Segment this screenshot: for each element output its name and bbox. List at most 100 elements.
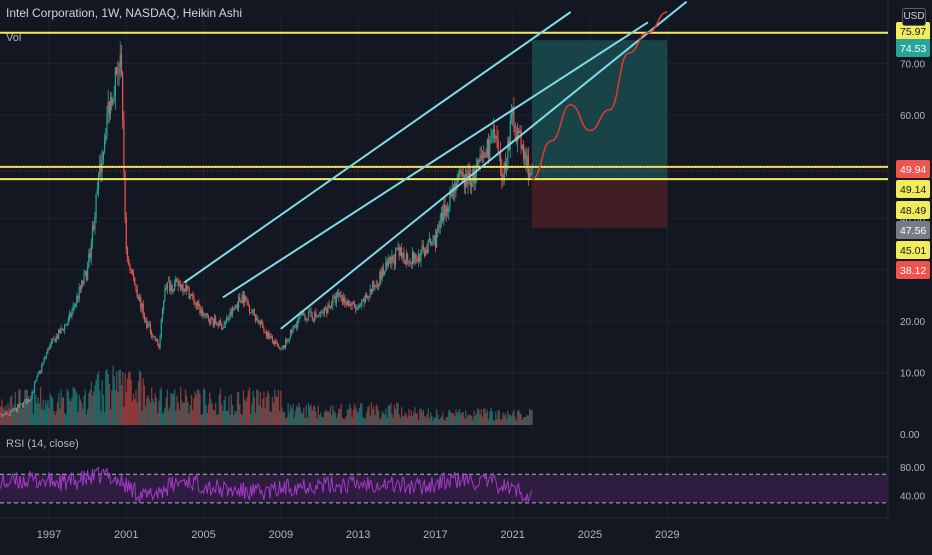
volume-bar — [181, 401, 182, 425]
candle-body — [337, 293, 338, 295]
candle-body — [484, 153, 485, 154]
candle-body — [164, 288, 165, 300]
candle-body — [523, 144, 524, 159]
candle-body — [479, 155, 480, 162]
volume-bar — [227, 411, 228, 425]
candle-body — [88, 253, 89, 267]
volume-bar — [396, 403, 397, 425]
candle-body — [214, 317, 215, 325]
y-tick-label: 60.00 — [900, 111, 925, 122]
candle-body — [174, 283, 175, 290]
candle-body — [64, 326, 65, 331]
volume-bar — [281, 408, 282, 425]
volume-bar — [223, 401, 224, 425]
candle-body — [355, 308, 356, 310]
candle-body — [408, 261, 409, 264]
candle-body — [220, 320, 221, 323]
candle-body — [203, 316, 204, 317]
candle-body — [380, 271, 381, 279]
candle-body — [385, 262, 386, 271]
candle-body — [80, 287, 81, 288]
candle-body — [74, 306, 75, 307]
volume-bar — [29, 399, 30, 425]
candle-body — [254, 309, 255, 315]
candle-body — [275, 341, 276, 343]
volume-bar — [230, 415, 231, 425]
volume-bar — [82, 409, 83, 425]
candle-body — [152, 337, 153, 338]
candle-body — [327, 305, 328, 314]
volume-bar — [73, 387, 74, 425]
volume-bar — [415, 414, 416, 425]
candle-body — [186, 286, 187, 291]
volume-bar — [350, 408, 351, 425]
candle-body — [44, 358, 45, 362]
candle-body — [94, 217, 95, 230]
volume-bar — [469, 415, 470, 425]
volume-bar — [172, 394, 173, 425]
candle-body — [22, 403, 23, 407]
candle-body — [69, 314, 70, 319]
candle-body — [307, 319, 308, 320]
volume-bar — [116, 371, 117, 425]
candle-body — [370, 289, 371, 297]
candle-body — [298, 315, 299, 320]
candle-body — [393, 256, 394, 261]
candle-body — [122, 72, 123, 118]
candle-body — [131, 270, 132, 271]
candle-body — [182, 285, 183, 292]
volume-bar — [157, 413, 158, 425]
candle-body — [313, 319, 314, 320]
volume-bar — [511, 416, 512, 425]
volume-bar — [133, 394, 134, 425]
volume-bar — [397, 403, 398, 425]
candle-body — [319, 316, 320, 317]
volume-bar — [384, 414, 385, 425]
volume-bar — [50, 393, 51, 425]
volume-bar — [199, 393, 200, 425]
candle-body — [67, 324, 68, 326]
volume-bar — [238, 392, 239, 425]
candle-body — [128, 259, 129, 264]
currency-button[interactable]: USD — [902, 8, 926, 26]
volume-bar — [336, 418, 337, 425]
x-tick-label: 2005 — [191, 529, 215, 541]
volume-bar — [479, 414, 480, 425]
candle-body — [342, 299, 343, 302]
volume-bar — [41, 409, 42, 425]
volume-bar — [56, 411, 57, 425]
candle-body — [272, 336, 273, 340]
volume-bar — [85, 389, 86, 425]
volume-bar — [454, 416, 455, 425]
volume-bar — [232, 405, 233, 425]
y-tick-label: 70.00 — [900, 60, 925, 71]
volume-bar — [0, 407, 1, 425]
candle-body — [383, 268, 384, 274]
candle-body — [435, 236, 436, 247]
candle-body — [146, 319, 147, 327]
volume-bar — [484, 408, 485, 425]
candle-body — [65, 325, 66, 326]
candle-body — [219, 320, 220, 326]
candle-body — [420, 250, 421, 261]
volume-bar — [443, 419, 444, 425]
volume-bar — [365, 418, 366, 425]
candle-body — [63, 329, 64, 330]
volume-bar — [250, 414, 251, 425]
candle-body — [240, 301, 241, 303]
volume-bar — [245, 402, 246, 425]
candle-body — [5, 412, 6, 415]
candle-body — [248, 303, 249, 305]
volume-bar — [57, 402, 58, 425]
volume-bar — [292, 404, 293, 425]
candle-body — [413, 252, 414, 263]
volume-bar — [406, 415, 407, 425]
candle-body — [85, 271, 86, 274]
volume-bar — [201, 415, 202, 425]
candle-body — [402, 253, 403, 258]
candle-body — [335, 296, 336, 302]
candle-body — [374, 285, 375, 287]
candle-body — [351, 302, 352, 305]
